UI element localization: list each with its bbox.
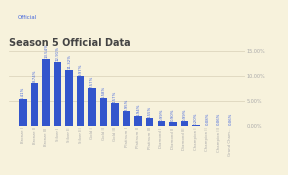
Bar <box>181 121 188 126</box>
Text: Season 5 Official Data: Season 5 Official Data <box>9 38 130 48</box>
Text: 5.41%: 5.41% <box>21 86 25 99</box>
Bar <box>123 111 130 126</box>
Text: Official: Official <box>17 15 37 20</box>
Bar <box>31 83 38 126</box>
Text: 12.91%: 12.91% <box>56 46 60 61</box>
Text: 1.94%: 1.94% <box>136 103 140 116</box>
Text: 2.95%: 2.95% <box>125 99 129 111</box>
Bar <box>54 62 61 126</box>
Text: 7.57%: 7.57% <box>90 76 94 88</box>
Bar <box>192 125 200 126</box>
Text: 0.90%: 0.90% <box>171 108 175 121</box>
Text: 4.57%: 4.57% <box>113 90 117 103</box>
Text: 8.74%: 8.74% <box>33 70 37 82</box>
Text: 1.55%: 1.55% <box>148 106 152 118</box>
Text: 0.99%: 0.99% <box>182 108 186 121</box>
Bar <box>65 70 73 126</box>
Bar <box>111 103 119 126</box>
Bar <box>42 59 50 126</box>
Text: 11.32%: 11.32% <box>67 54 71 69</box>
Text: 0.06%: 0.06% <box>217 113 221 125</box>
Bar <box>158 121 165 126</box>
Bar <box>77 76 84 126</box>
Bar <box>146 118 154 126</box>
Text: 0.20%: 0.20% <box>194 112 198 124</box>
Text: 13.54%: 13.54% <box>44 43 48 58</box>
Bar <box>169 121 177 126</box>
Bar <box>134 116 142 126</box>
Bar <box>19 99 27 126</box>
Text: 5.58%: 5.58% <box>102 86 106 98</box>
Text: 9.97%: 9.97% <box>79 64 83 76</box>
Bar <box>88 88 96 126</box>
Bar <box>100 98 107 126</box>
Text: 0.06%: 0.06% <box>228 113 232 125</box>
Text: 0.08%: 0.08% <box>205 113 209 125</box>
Text: 0.99%: 0.99% <box>159 108 163 121</box>
